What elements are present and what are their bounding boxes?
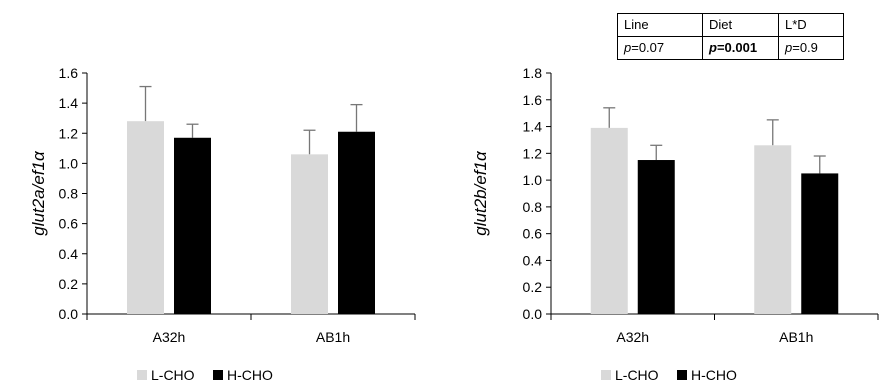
y-tick-label: 0.0 [59, 306, 79, 322]
x-tick-label: AB1h [779, 329, 813, 345]
x-tick-label: AB1h [316, 329, 350, 345]
statistics-table: Line Diet L*D p=0.07 p=0.001 p=0.9 [617, 13, 844, 60]
x-tick-label: A32h [153, 329, 186, 345]
bar-h-cho [801, 173, 839, 314]
y-tick-label: 0.4 [59, 246, 79, 262]
y-tick-label: 0.8 [59, 186, 79, 202]
stats-value-line: p=0.07 [617, 36, 703, 60]
legend-swatch-h-cho [677, 370, 687, 380]
stats-value-diet: p=0.001 [702, 36, 779, 60]
y-tick-label: 0.8 [523, 199, 543, 215]
stats-header-line: Line [617, 13, 703, 37]
bar-h-cho [637, 160, 675, 314]
y-axis-label: glut2b/ef1α [471, 150, 490, 236]
y-tick-label: 0.2 [59, 276, 79, 292]
glut2b-bar-chart: 0.0 0.2 0.4 0.6 0.8 1.0 1.2 1.4 1.6 1.8 A32h AB1h gl… [471, 65, 879, 383]
y-tick-label: 1.0 [59, 155, 79, 171]
legend-swatch-l-cho [137, 370, 147, 380]
bar-h-cho [174, 137, 211, 314]
y-tick-label: 1.2 [59, 125, 79, 141]
glut2a-bar-chart: 0.0 0.2 0.4 0.6 0.8 1.0 1.2 1.4 1.6 A32h AB1h glut2… [29, 65, 416, 383]
bar-h-cho [338, 131, 375, 314]
y-tick-label: 1.4 [523, 119, 543, 135]
stats-header-diet: Diet [702, 13, 779, 37]
bar-l-cho [590, 127, 628, 315]
bar-l-cho [291, 154, 328, 314]
p-value: =0.07 [631, 40, 665, 55]
y-tick-label: 1.8 [523, 65, 543, 81]
p-symbol: p [785, 40, 793, 55]
p-value: =0.9 [792, 40, 818, 55]
p-value: =0.001 [716, 40, 758, 55]
y-tick-label: 1.0 [523, 172, 543, 188]
p-symbol: p [709, 40, 717, 55]
stats-value-interaction: p=0.9 [778, 36, 844, 60]
p-symbol: p [624, 40, 632, 55]
y-tick-label: 0.4 [523, 252, 543, 268]
bar-l-cho [127, 121, 164, 314]
x-tick-label: A32h [616, 329, 649, 345]
statistics-header-row: Line Diet L*D [617, 13, 844, 37]
legend-label-l-cho: L-CHO [615, 367, 659, 383]
legend-swatch-l-cho [601, 370, 611, 380]
y-tick-label: 1.2 [523, 145, 543, 161]
y-tick-label: 1.6 [59, 65, 79, 81]
legend-swatch-h-cho [213, 370, 223, 380]
y-tick-label: 1.4 [59, 95, 79, 111]
y-tick-label: 1.6 [523, 92, 543, 108]
bar-l-cho [754, 145, 792, 314]
y-axis-label: glut2a/ef1α [29, 150, 48, 236]
y-tick-label: 0.6 [523, 226, 543, 242]
y-tick-label: 0.6 [59, 216, 79, 232]
y-tick-label: 0.2 [523, 279, 543, 295]
legend-label-h-cho: H-CHO [691, 367, 737, 383]
y-tick-label: 0.0 [523, 306, 543, 322]
legend-label-l-cho: L-CHO [151, 367, 195, 383]
statistics-value-row: p=0.07 p=0.001 p=0.9 [617, 36, 844, 60]
legend-label-h-cho: H-CHO [227, 367, 273, 383]
